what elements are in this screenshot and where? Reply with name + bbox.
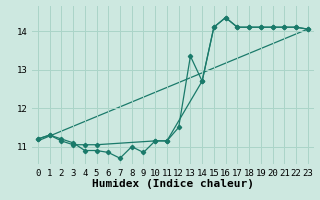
X-axis label: Humidex (Indice chaleur): Humidex (Indice chaleur) (92, 179, 254, 189)
